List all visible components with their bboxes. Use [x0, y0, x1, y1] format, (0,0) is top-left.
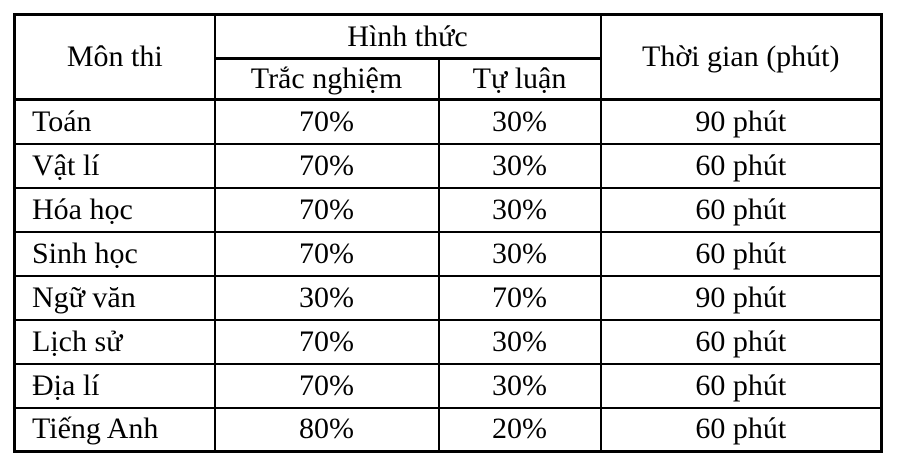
multiple-choice-cell: 70% [213, 230, 440, 277]
subject-cell: Hóa học [13, 186, 216, 233]
multiple-choice-cell: 70% [213, 318, 440, 365]
multiple-choice-cell: 70% [213, 186, 440, 233]
table-row: Lịch sử 70% 30% 60 phút [13, 318, 883, 365]
exam-format-table: Môn thi Hình thức Thời gian (phút) Trắc … [13, 13, 884, 453]
header-format: Hình thức [213, 13, 602, 60]
subject-cell: Toán [13, 98, 216, 145]
table-row: Toán 70% 30% 90 phút [13, 98, 883, 145]
table-row: Ngữ văn 30% 70% 90 phút [13, 274, 883, 321]
duration-cell: 60 phút [599, 230, 883, 277]
duration-cell: 60 phút [599, 406, 883, 453]
header-essay: Tự luận [437, 57, 602, 101]
essay-cell: 20% [437, 406, 602, 453]
subject-cell: Tiếng Anh [13, 406, 216, 453]
table-row: Tiếng Anh 80% 20% 60 phút [13, 406, 883, 453]
multiple-choice-cell: 70% [213, 362, 440, 409]
multiple-choice-cell: 70% [213, 142, 440, 189]
essay-cell: 30% [437, 142, 602, 189]
table-header: Môn thi Hình thức Thời gian (phút) Trắc … [13, 13, 883, 101]
multiple-choice-cell: 70% [213, 98, 440, 145]
table-row: Hóa học 70% 30% 60 phút [13, 186, 883, 233]
header-duration: Thời gian (phút) [599, 13, 883, 101]
header-subject: Môn thi [13, 13, 216, 101]
essay-cell: 70% [437, 274, 602, 321]
subject-cell: Lịch sử [13, 318, 216, 365]
essay-cell: 30% [437, 186, 602, 233]
duration-cell: 60 phút [599, 362, 883, 409]
subject-cell: Vật lí [13, 142, 216, 189]
duration-cell: 60 phút [599, 186, 883, 233]
duration-cell: 90 phút [599, 98, 883, 145]
essay-cell: 30% [437, 362, 602, 409]
subject-cell: Sinh học [13, 230, 216, 277]
header-row-top: Môn thi Hình thức Thời gian (phút) [13, 13, 883, 101]
essay-cell: 30% [437, 230, 602, 277]
table-row: Vật lí 70% 30% 60 phút [13, 142, 883, 189]
duration-cell: 90 phút [599, 274, 883, 321]
table-row: Sinh học 70% 30% 60 phút [13, 230, 883, 277]
table-row: Địa lí 70% 30% 60 phút [13, 362, 883, 409]
subject-cell: Địa lí [13, 362, 216, 409]
multiple-choice-cell: 30% [213, 274, 440, 321]
table-body: Toán 70% 30% 90 phút Vật lí 70% 30% 60 phút Hóa … [13, 98, 883, 453]
essay-cell: 30% [437, 318, 602, 365]
duration-cell: 60 phút [599, 318, 883, 365]
duration-cell: 60 phút [599, 142, 883, 189]
header-multiple-choice: Trắc nghiệm [213, 57, 440, 101]
multiple-choice-cell: 80% [213, 406, 440, 453]
essay-cell: 30% [437, 98, 602, 145]
header-row-sub: Trắc nghiệm Tự luận [15, 57, 882, 101]
subject-cell: Ngữ văn [13, 274, 216, 321]
